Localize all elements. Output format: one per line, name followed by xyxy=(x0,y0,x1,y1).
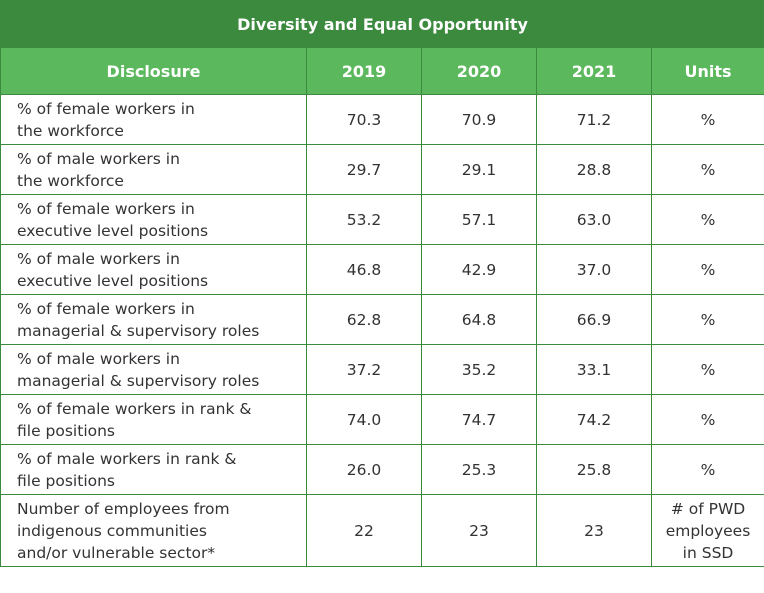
units-line: % xyxy=(700,360,716,379)
table-row: % of male workers in rank & file position… xyxy=(0,444,764,495)
disclosure-line: executive level positions xyxy=(17,221,209,240)
disclosure-line: % of male workers in xyxy=(17,149,180,168)
disclosure-line: % of female workers in xyxy=(17,299,195,318)
header-units: Units xyxy=(650,47,764,95)
table-title: Diversity and Equal Opportunity xyxy=(0,0,764,48)
value-cell-2020: 42.9 xyxy=(421,244,537,295)
table-row: % of female workers in the workforce 70.3 7… xyxy=(0,94,764,145)
disclosure-cell: % of female workers in rank & file positi… xyxy=(0,394,307,445)
units-cell: % xyxy=(650,94,764,145)
units-line: employees xyxy=(665,521,751,540)
units-cell: % xyxy=(650,294,764,345)
value-cell-2020: 70.9 xyxy=(421,94,537,145)
disclosure-cell: % of female workers in managerial & super… xyxy=(0,294,307,345)
units-line: % xyxy=(700,460,716,479)
disclosure-line: file positions xyxy=(17,421,116,440)
table-row: % of female workers in managerial & super… xyxy=(0,294,764,345)
value-cell-2021: 33.1 xyxy=(536,344,652,395)
disclosure-line: managerial & supervisory roles xyxy=(17,371,260,390)
value-cell-2019: 37.2 xyxy=(306,344,422,395)
disclosure-cell: % of female workers in executive level po… xyxy=(0,194,307,245)
disclosure-line: the workforce xyxy=(17,121,124,140)
disclosure-cell: % of female workers in the workforce xyxy=(0,94,307,145)
value-cell-2020: 35.2 xyxy=(421,344,537,395)
value-cell-2021: 66.9 xyxy=(536,294,652,345)
disclosure-cell: % of male workers in the workforce xyxy=(0,144,307,195)
value-cell-2020: 57.1 xyxy=(421,194,537,245)
disclosure-line: executive level positions xyxy=(17,271,209,290)
value-cell-2019: 53.2 xyxy=(306,194,422,245)
units-line: % xyxy=(700,110,716,129)
value-cell-2020: 25.3 xyxy=(421,444,537,495)
header-2021: 2021 xyxy=(536,47,652,95)
table-row: % of female workers in executive level po… xyxy=(0,194,764,245)
header-2020: 2020 xyxy=(421,47,537,95)
units-line: in SSD xyxy=(682,543,734,562)
value-cell-2021: 37.0 xyxy=(536,244,652,295)
value-cell-2021: 25.8 xyxy=(536,444,652,495)
units-cell: % xyxy=(650,444,764,495)
value-cell-2020: 29.1 xyxy=(421,144,537,195)
table-header-row: Disclosure 2019 2020 2021 Units xyxy=(0,47,764,95)
units-cell: % xyxy=(650,394,764,445)
table-row: % of male workers in managerial & supervi… xyxy=(0,344,764,395)
value-cell-2019: 29.7 xyxy=(306,144,422,195)
units-line: # of PWD xyxy=(670,499,746,518)
table-row: Number of employees from indigenous commu… xyxy=(0,494,764,567)
disclosure-line: % of male workers in rank & xyxy=(17,449,237,468)
disclosure-line: % of female workers in rank & xyxy=(17,399,252,418)
table-row: % of male workers in the workforce 29.7 29.… xyxy=(0,144,764,195)
disclosure-cell: Number of employees from indigenous commu… xyxy=(0,494,307,567)
value-cell-2019: 74.0 xyxy=(306,394,422,445)
value-cell-2019: 26.0 xyxy=(306,444,422,495)
disclosure-line: Number of employees from xyxy=(17,499,230,518)
value-cell-2021: 23 xyxy=(536,494,652,567)
table-row: % of male workers in executive level posi… xyxy=(0,244,764,295)
units-cell: % xyxy=(650,244,764,295)
table-title-row: Diversity and Equal Opportunity xyxy=(0,0,764,48)
units-line: % xyxy=(700,260,716,279)
header-disclosure: Disclosure xyxy=(0,47,307,95)
value-cell-2020: 23 xyxy=(421,494,537,567)
disclosure-cell: % of male workers in rank & file position… xyxy=(0,444,307,495)
units-cell: # of PWD employees in SSD xyxy=(650,494,764,567)
units-cell: % xyxy=(650,344,764,395)
disclosure-cell: % of male workers in managerial & supervi… xyxy=(0,344,307,395)
units-line: % xyxy=(700,160,716,179)
disclosure-line: indigenous communities xyxy=(17,521,207,540)
disclosure-cell: % of male workers in executive level posi… xyxy=(0,244,307,295)
disclosure-line: % of male workers in xyxy=(17,249,180,268)
disclosure-line: % of female workers in xyxy=(17,199,195,218)
value-cell-2021: 63.0 xyxy=(536,194,652,245)
disclosure-line: and/or vulnerable sector* xyxy=(17,543,216,562)
value-cell-2019: 62.8 xyxy=(306,294,422,345)
disclosure-line: managerial & supervisory roles xyxy=(17,321,260,340)
value-cell-2019: 70.3 xyxy=(306,94,422,145)
value-cell-2019: 22 xyxy=(306,494,422,567)
units-cell: % xyxy=(650,194,764,245)
diversity-table: Diversity and Equal Opportunity Disclosu… xyxy=(0,0,764,567)
value-cell-2020: 64.8 xyxy=(421,294,537,345)
value-cell-2021: 74.2 xyxy=(536,394,652,445)
value-cell-2019: 46.8 xyxy=(306,244,422,295)
value-cell-2021: 71.2 xyxy=(536,94,652,145)
units-cell: % xyxy=(650,144,764,195)
units-line: % xyxy=(700,410,716,429)
header-2019: 2019 xyxy=(306,47,422,95)
disclosure-line: % of male workers in xyxy=(17,349,180,368)
value-cell-2020: 74.7 xyxy=(421,394,537,445)
table-row: % of female workers in rank & file positi… xyxy=(0,394,764,445)
units-line: % xyxy=(700,310,716,329)
disclosure-line: % of female workers in xyxy=(17,99,195,118)
table-body: % of female workers in the workforce 70.3 7… xyxy=(0,94,764,567)
units-line: % xyxy=(700,210,716,229)
disclosure-line: the workforce xyxy=(17,171,124,190)
disclosure-line: file positions xyxy=(17,471,116,490)
value-cell-2021: 28.8 xyxy=(536,144,652,195)
